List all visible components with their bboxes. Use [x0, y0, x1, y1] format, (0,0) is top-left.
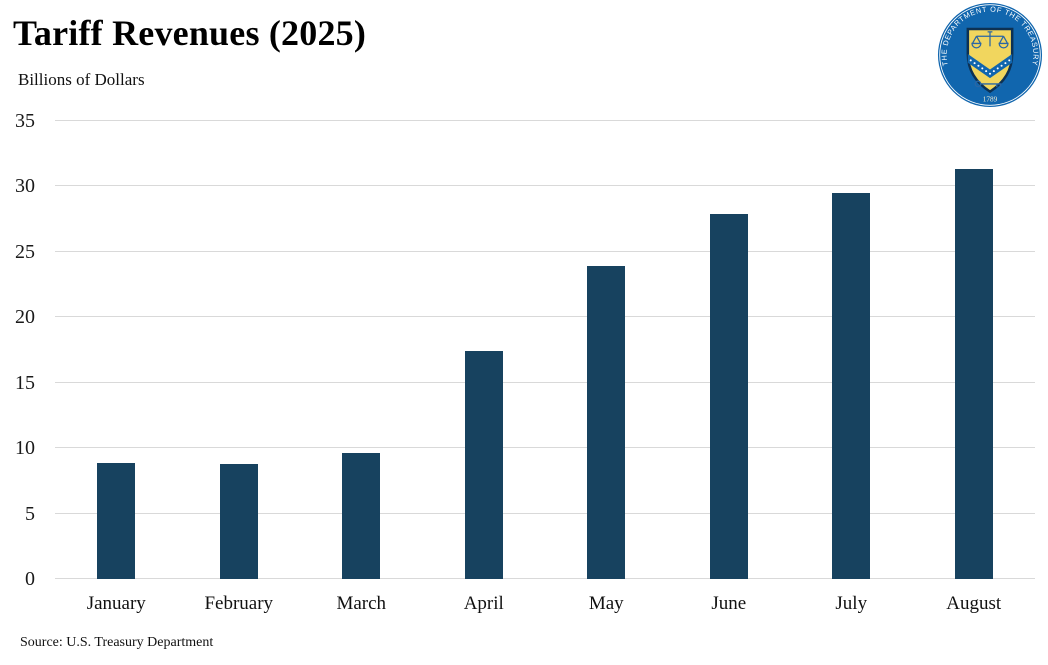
- bar-slot-march: [300, 121, 423, 579]
- bar-slot-january: [55, 121, 178, 579]
- gridline-30: [55, 185, 1035, 187]
- bar-slot-august: [913, 121, 1036, 579]
- y-tick-label-20: 20: [15, 306, 35, 329]
- bar-july: [832, 192, 871, 579]
- x-tick-label-april: April: [463, 593, 504, 614]
- source-note: Source: U.S. Treasury Department: [20, 635, 214, 650]
- bar-may: [587, 266, 626, 579]
- bar-june: [709, 213, 748, 579]
- key-icon: [974, 80, 1002, 88]
- bar-august: [954, 169, 993, 579]
- bar-january: [97, 462, 136, 579]
- gridline-0: [55, 578, 1035, 579]
- gridline-25: [55, 250, 1035, 252]
- gridline-20: [55, 316, 1035, 318]
- bar-chart-plot-area: [55, 120, 1035, 579]
- x-tick-label-february: February: [204, 593, 274, 614]
- y-tick-label-25: 25: [15, 240, 35, 263]
- x-tick-label-march: March: [336, 593, 387, 614]
- bar-slot-july: [790, 121, 913, 579]
- x-tick-label-may: May: [588, 593, 624, 614]
- gridline-15: [55, 381, 1035, 383]
- y-tick-label-35: 35: [15, 110, 35, 132]
- x-tick-label-june: June: [711, 593, 747, 614]
- y-tick-label-0: 0: [25, 568, 35, 590]
- seal-outer-ring: [939, 4, 1041, 106]
- chart-title: Tariff Revenues (2025): [13, 13, 367, 53]
- bar-slot-may: [545, 121, 668, 579]
- y-tick-label-15: 15: [15, 371, 35, 394]
- bar-april: [464, 351, 503, 579]
- chart-subtitle: Billions of Dollars: [18, 70, 145, 89]
- bar-slot-february: [178, 121, 301, 579]
- x-tick-label-august: August: [946, 593, 1002, 614]
- gridline-10: [55, 447, 1035, 449]
- y-tick-label-10: 10: [15, 437, 35, 460]
- seal-year: 1789: [983, 96, 998, 104]
- x-tick-label-july: July: [835, 593, 868, 614]
- y-axis-labels: 0 5 10 15 20 25 30 35: [0, 111, 42, 589]
- treasury-seal-icon: THE DEPARTMENT OF THE TREASURY 1789: [937, 2, 1043, 108]
- seal-chevron-stars: [969, 59, 1011, 75]
- bars-container: [55, 121, 1035, 579]
- bar-march: [342, 453, 381, 579]
- gridline-5: [55, 512, 1035, 514]
- y-tick-label-5: 5: [25, 502, 35, 525]
- bar-slot-june: [668, 121, 791, 579]
- gridline-35: [55, 120, 1035, 121]
- bar-february: [219, 463, 258, 579]
- scales-of-justice-icon: [971, 31, 1009, 49]
- y-tick-label-30: 30: [15, 175, 35, 198]
- x-tick-label-january: January: [86, 593, 146, 614]
- x-axis-labels: January February March April May June July Augu…: [55, 593, 1035, 616]
- bar-slot-april: [423, 121, 546, 579]
